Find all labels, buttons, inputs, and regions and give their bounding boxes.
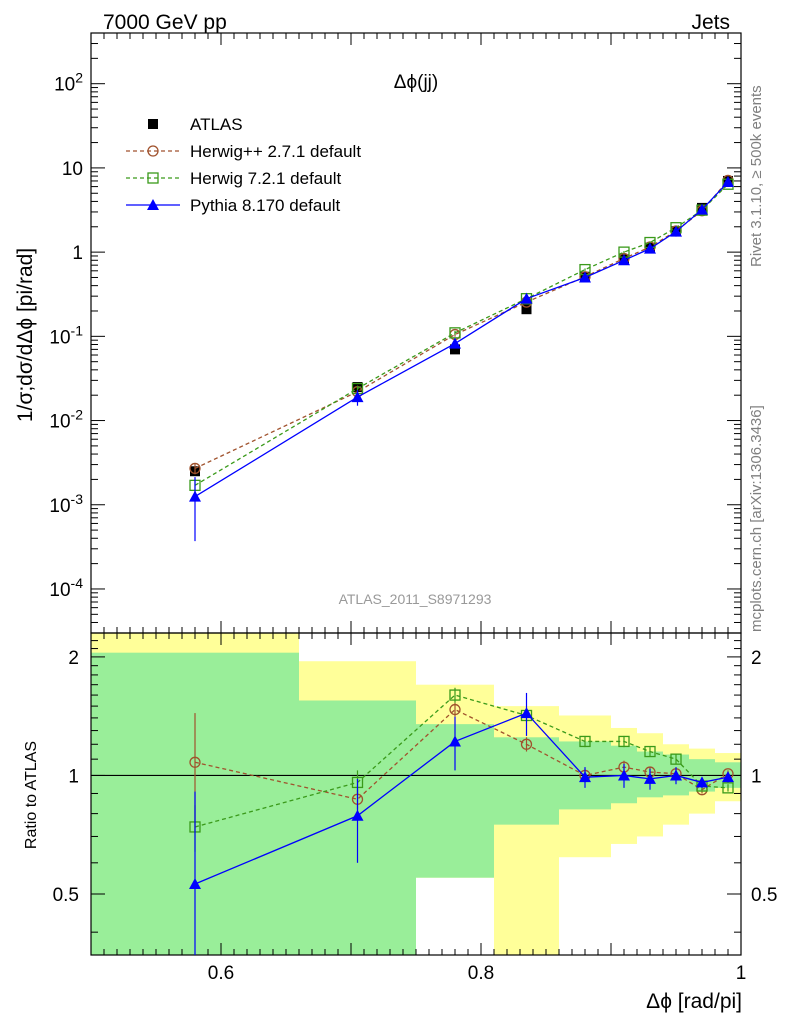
marker-square-open <box>722 782 734 794</box>
mcplots-label: mcplots.cern.ch [arXiv:1306.3436] <box>748 405 765 632</box>
legend-label: Herwig++ 2.7.1 default <box>190 142 361 161</box>
marker-triangle-filled <box>520 707 533 719</box>
marker-square-open <box>644 745 656 758</box>
legend-label: ATLAS <box>190 115 243 134</box>
marker-triangle-filled <box>696 776 708 788</box>
marker-square-open <box>579 735 591 748</box>
ratio-y-tick-label: 0.5 <box>53 885 79 906</box>
y-tick-label: 102 <box>54 70 83 96</box>
marker-triangle-filled <box>618 254 630 266</box>
x-tick-label: 0.6 <box>208 963 234 984</box>
main-plot-title: Δϕ(jj) <box>394 72 438 93</box>
marker-triangle-filled <box>644 772 656 784</box>
ratio-y-axis-label: Ratio to ATLAS <box>23 741 40 849</box>
x-axis-label: Δϕ [rad/pi] <box>646 990 742 1013</box>
marker-triangle-filled <box>722 176 734 188</box>
marker-circle-open <box>189 756 201 768</box>
marker-triangle-filled <box>449 337 461 349</box>
legend-entry: Pythia 8.170 default <box>126 196 341 215</box>
x-tick-label: 1 <box>736 963 747 984</box>
marker-circle-open <box>147 145 159 157</box>
main-herwig-series <box>189 174 734 475</box>
marker-circle-open <box>189 462 201 475</box>
band-green-bin <box>494 737 559 825</box>
axis-ticks: 0.6 0.8 1 102 10 1 10-1 10-2 10-3 10-4 0.5 0.5 1 1 2 2 <box>49 32 777 984</box>
rivet-label: Rivet 3.1.10, ≥ 500k events <box>748 85 765 267</box>
marker-square-open <box>618 735 630 748</box>
ratio-y-tick-label-right: 2 <box>751 648 762 669</box>
ratio-pythia-line <box>194 712 729 885</box>
marker-triangle-filled <box>618 769 630 781</box>
data-series <box>189 174 734 955</box>
marker-triangle-filled <box>579 771 591 783</box>
marker-circle-open <box>449 703 461 716</box>
marker-square-open <box>449 689 461 701</box>
x-tick-label: 0.8 <box>468 963 494 984</box>
ratio-y-tick-label-right: 1 <box>751 766 762 787</box>
main-atlas-series <box>190 175 733 477</box>
marker-triangle-filled <box>520 292 533 304</box>
legend-label: Herwig 7.2.1 default <box>190 169 341 188</box>
marker-triangle-filled <box>189 490 201 502</box>
marker-square-open <box>670 753 682 765</box>
marker-square-filled <box>148 119 158 129</box>
header-right: Jets <box>691 11 730 34</box>
marker-triangle-filled <box>351 391 364 403</box>
marker-triangle-filled <box>670 769 682 781</box>
ratio-herwig-line <box>194 694 729 828</box>
y-tick-label: 1 <box>72 243 83 264</box>
y-tick-label: 10-1 <box>49 322 83 348</box>
main-pythia-series <box>189 176 734 542</box>
main-plot-frame <box>90 32 742 634</box>
y-tick-label: 10-2 <box>49 407 83 433</box>
marker-square-open <box>147 172 159 184</box>
ratio-herwig-line <box>194 708 729 800</box>
main-herwig-line <box>194 183 729 486</box>
y-tick-label: 10 <box>62 159 83 180</box>
marker-triangle-filled <box>696 203 708 215</box>
legend-entry: ATLAS <box>148 115 243 134</box>
marker-triangle-filled <box>351 809 364 821</box>
marker-circle-open <box>520 738 533 750</box>
marker-triangle-filled <box>189 878 201 890</box>
main-herwig-series <box>189 178 734 493</box>
main-herwig-line <box>194 180 729 470</box>
legend-label: Pythia 8.170 default <box>190 196 341 215</box>
ratio-y-tick-label: 1 <box>68 766 79 787</box>
legend-entry: Herwig 7.2.1 default <box>126 169 341 188</box>
y-tick-label: 10-3 <box>49 491 83 517</box>
ratio-uncertainty-bands <box>91 633 741 955</box>
marker-triangle-filled <box>644 242 656 254</box>
header-left: 7000 GeV pp <box>103 11 227 34</box>
main-pythia-line <box>194 181 729 498</box>
marker-triangle-filled <box>670 225 682 237</box>
main-y-axis-label: 1/σ;dσ/dΔϕ [pi/rad] <box>14 248 37 422</box>
marker-triangle-filled <box>449 735 461 747</box>
marker-triangle-filled <box>147 199 159 210</box>
ratio-y-tick-label-right: 0.5 <box>751 885 777 906</box>
marker-triangle-filled <box>722 771 734 783</box>
marker-square-filled <box>450 344 460 355</box>
ratio-y-tick-label: 2 <box>68 648 79 669</box>
analysis-id-label: ATLAS_2011_S8971293 <box>339 591 492 607</box>
legend-entry: Herwig++ 2.7.1 default <box>126 142 361 161</box>
ratio-pythia-series <box>189 692 734 955</box>
legend: ATLAS Herwig++ 2.7.1 default Herwig 7.2.1 … <box>126 115 361 215</box>
marker-triangle-filled <box>579 271 591 283</box>
marker-square-filled <box>521 304 532 315</box>
y-tick-label: 10-4 <box>49 575 83 601</box>
